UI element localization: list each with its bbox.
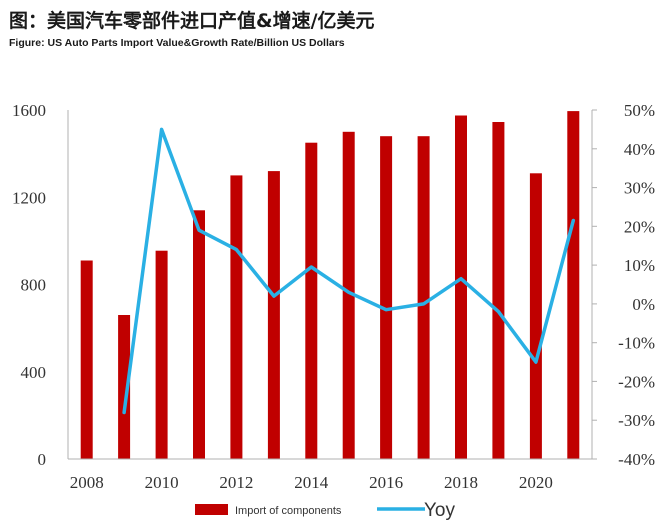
legend-bar-label: Import of components [235, 505, 342, 517]
right-axis-ticks [592, 109, 597, 460]
x-axis-labels: 2008 2010 2012 2014 2016 2018 2020 [70, 473, 553, 492]
right-tick-label: 30% [624, 179, 655, 198]
bar-2008 [80, 260, 93, 459]
left-tick-label: 800 [21, 276, 47, 295]
bar-2013 [267, 171, 280, 459]
left-tick-label: 400 [21, 363, 47, 382]
left-tick-label: 1600 [12, 101, 46, 120]
x-tick-label: 2008 [70, 473, 104, 492]
x-tick-label: 2020 [519, 473, 553, 492]
x-tick-label: 2018 [444, 473, 478, 492]
bar-2009 [118, 315, 131, 459]
bar-2010 [155, 250, 168, 459]
left-tick-label: 0 [38, 450, 47, 469]
right-tick-label: 0% [632, 295, 655, 314]
x-tick-label: 2016 [369, 473, 403, 492]
bar-2016 [380, 136, 393, 459]
x-tick-label: 2012 [219, 473, 253, 492]
bar-series [80, 111, 580, 460]
bar-2015 [342, 131, 355, 460]
bar-2017 [417, 136, 430, 459]
chart-subtitle: Figure: US Auto Parts Import Value&Growt… [9, 37, 345, 49]
legend-bar-swatch [195, 504, 228, 515]
axes [67, 110, 593, 460]
bar-2014 [305, 142, 318, 459]
x-tick-label: 2014 [294, 473, 329, 492]
x-tick-label: 2010 [145, 473, 179, 492]
chart-title: 图：美国汽车零部件进口产值&增速/亿美元 [9, 10, 375, 32]
bar-2019 [492, 122, 505, 459]
yoy-line [122, 127, 576, 415]
legend: Import of components Yoy [195, 500, 455, 521]
right-tick-label: 10% [624, 256, 655, 275]
left-tick-label: 1200 [12, 188, 46, 207]
bar-2021 [567, 111, 580, 459]
bar-2020 [529, 173, 542, 460]
left-axis-labels: 0 400 800 1200 1600 [12, 101, 46, 469]
bar-2018 [455, 115, 467, 459]
right-tick-label: 40% [624, 140, 655, 159]
right-tick-label: 50% [624, 101, 655, 120]
legend-line-label: Yoy [424, 500, 455, 521]
right-tick-label: -10% [618, 334, 655, 353]
right-tick-label: -40% [618, 450, 655, 469]
bar-2012 [230, 175, 243, 459]
right-tick-label: -30% [618, 411, 655, 430]
right-tick-label: -20% [618, 372, 655, 391]
bar-2011 [193, 210, 205, 459]
right-axis-labels: -40% -30% -20% -10% 0% 10% 20% 30% 40% 50% [618, 101, 655, 469]
right-tick-label: 20% [624, 217, 655, 236]
